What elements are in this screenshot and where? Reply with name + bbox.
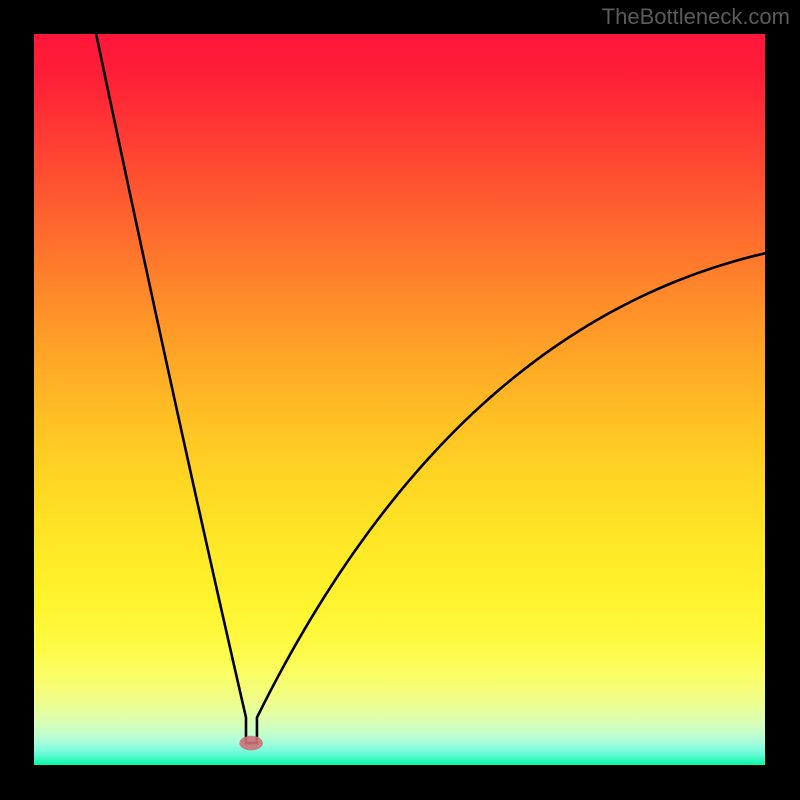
gradient-background xyxy=(34,34,765,765)
chart-container: TheBottleneck.com xyxy=(0,0,800,800)
watermark-text: TheBottleneck.com xyxy=(602,4,790,30)
plot-area xyxy=(34,34,765,765)
chart-svg xyxy=(34,34,765,765)
minimum-marker xyxy=(239,736,262,751)
